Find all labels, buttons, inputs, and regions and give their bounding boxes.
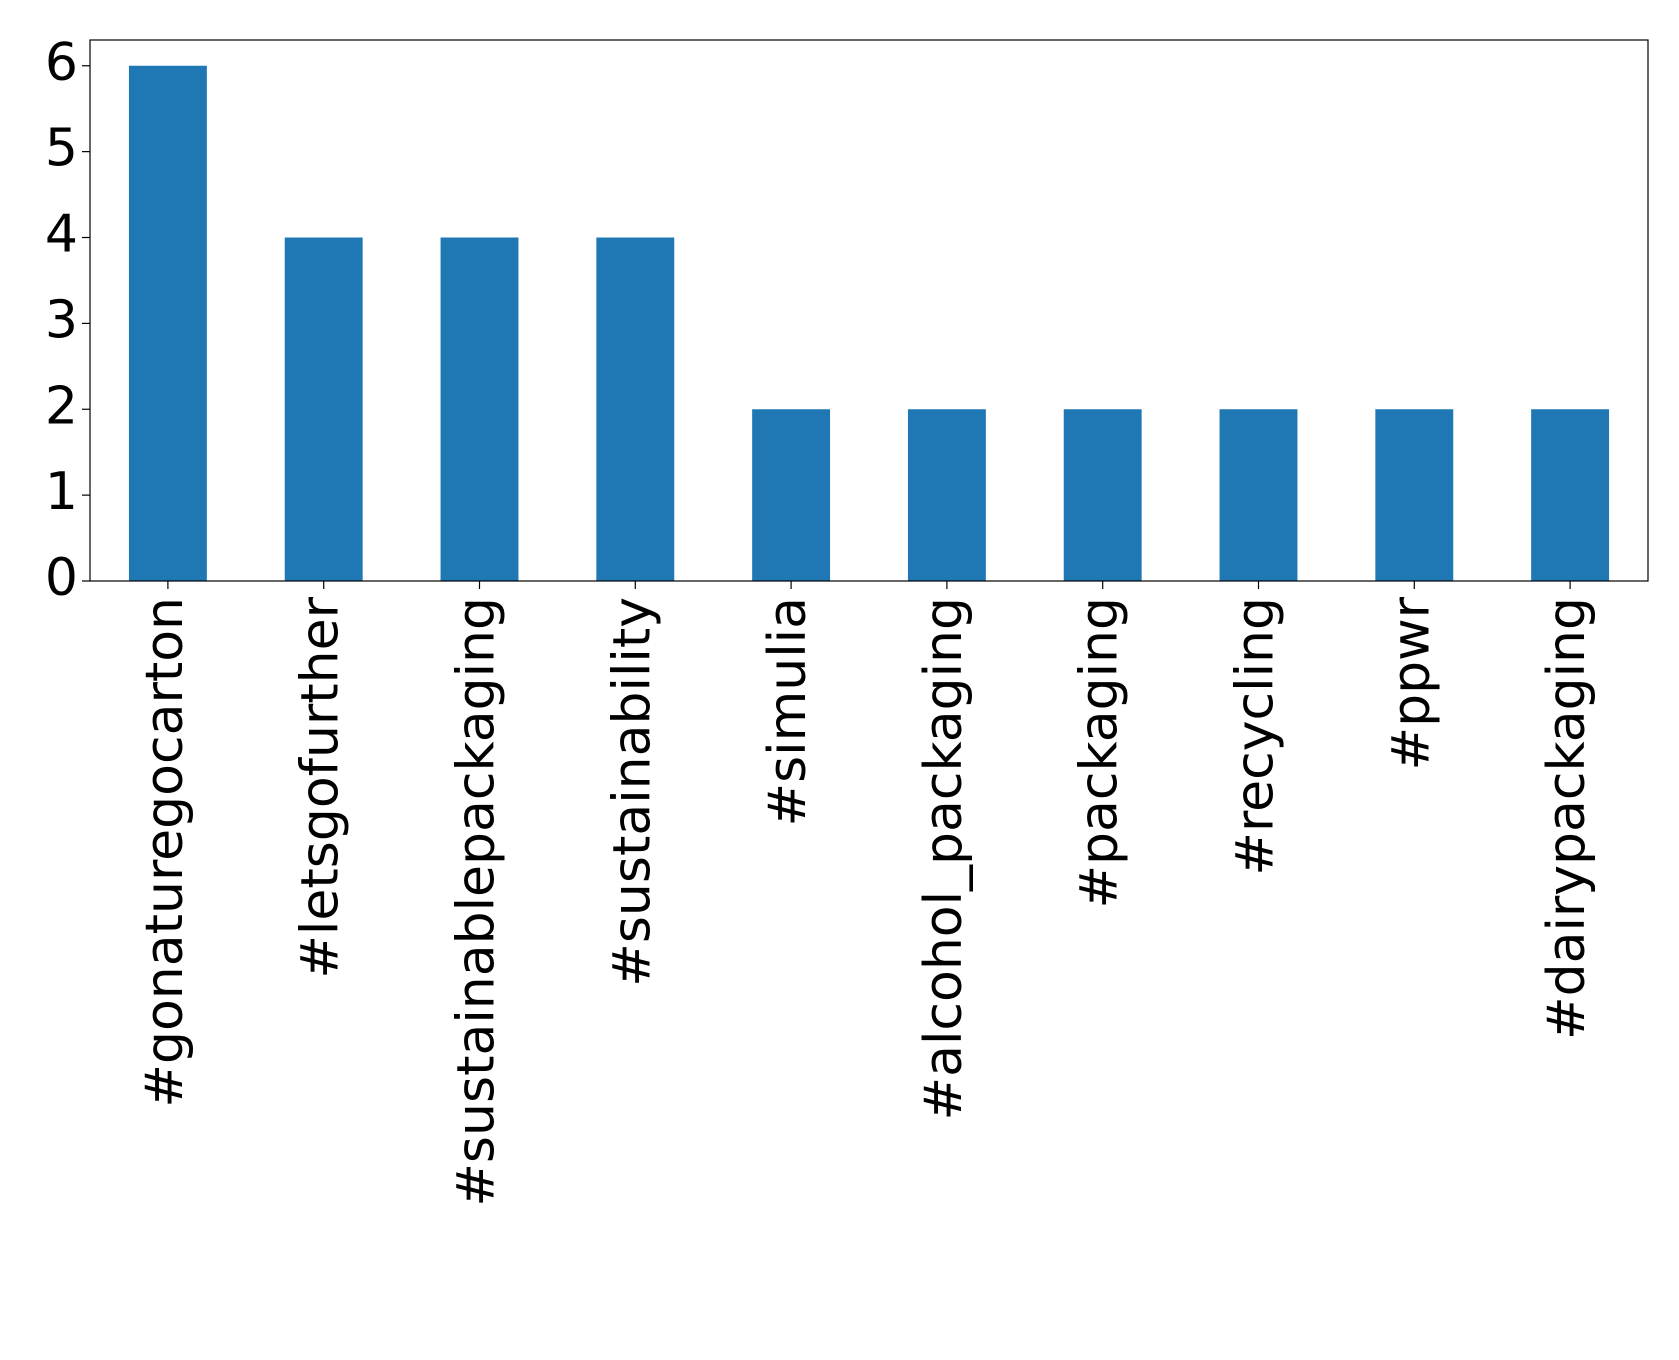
y-tick-label: 4 <box>45 205 78 265</box>
x-tick-label: #ppwr <box>1381 596 1441 770</box>
x-tick-label: #sustainability <box>602 597 662 987</box>
bar <box>1531 409 1610 581</box>
bar <box>1219 409 1298 581</box>
y-tick-label: 0 <box>45 548 78 608</box>
x-tick-label: #simulia <box>758 597 818 826</box>
y-tick-label: 5 <box>45 119 78 179</box>
bar <box>1375 409 1454 581</box>
bar <box>596 237 675 581</box>
bar <box>907 409 986 581</box>
x-tick-label: #gonaturegocarton <box>135 597 195 1108</box>
x-tick-label: #recycling <box>1226 597 1286 876</box>
bar <box>1063 409 1142 581</box>
x-tick-label: #sustainablepackaging <box>447 597 507 1207</box>
bar <box>284 237 363 581</box>
x-tick-label: #letsgofurther <box>291 596 351 978</box>
y-tick-label: 3 <box>45 290 78 350</box>
y-tick-label: 6 <box>45 33 78 93</box>
x-tick-label: #packaging <box>1070 597 1130 909</box>
bar <box>128 65 207 581</box>
y-tick-label: 1 <box>45 462 78 522</box>
x-tick-label: #dairypackaging <box>1537 597 1597 1040</box>
x-tick-label: #alcohol_packaging <box>914 597 974 1120</box>
bar <box>440 237 519 581</box>
bar <box>752 409 831 581</box>
plot-frame <box>89 39 1649 582</box>
y-tick-label: 2 <box>45 376 78 436</box>
